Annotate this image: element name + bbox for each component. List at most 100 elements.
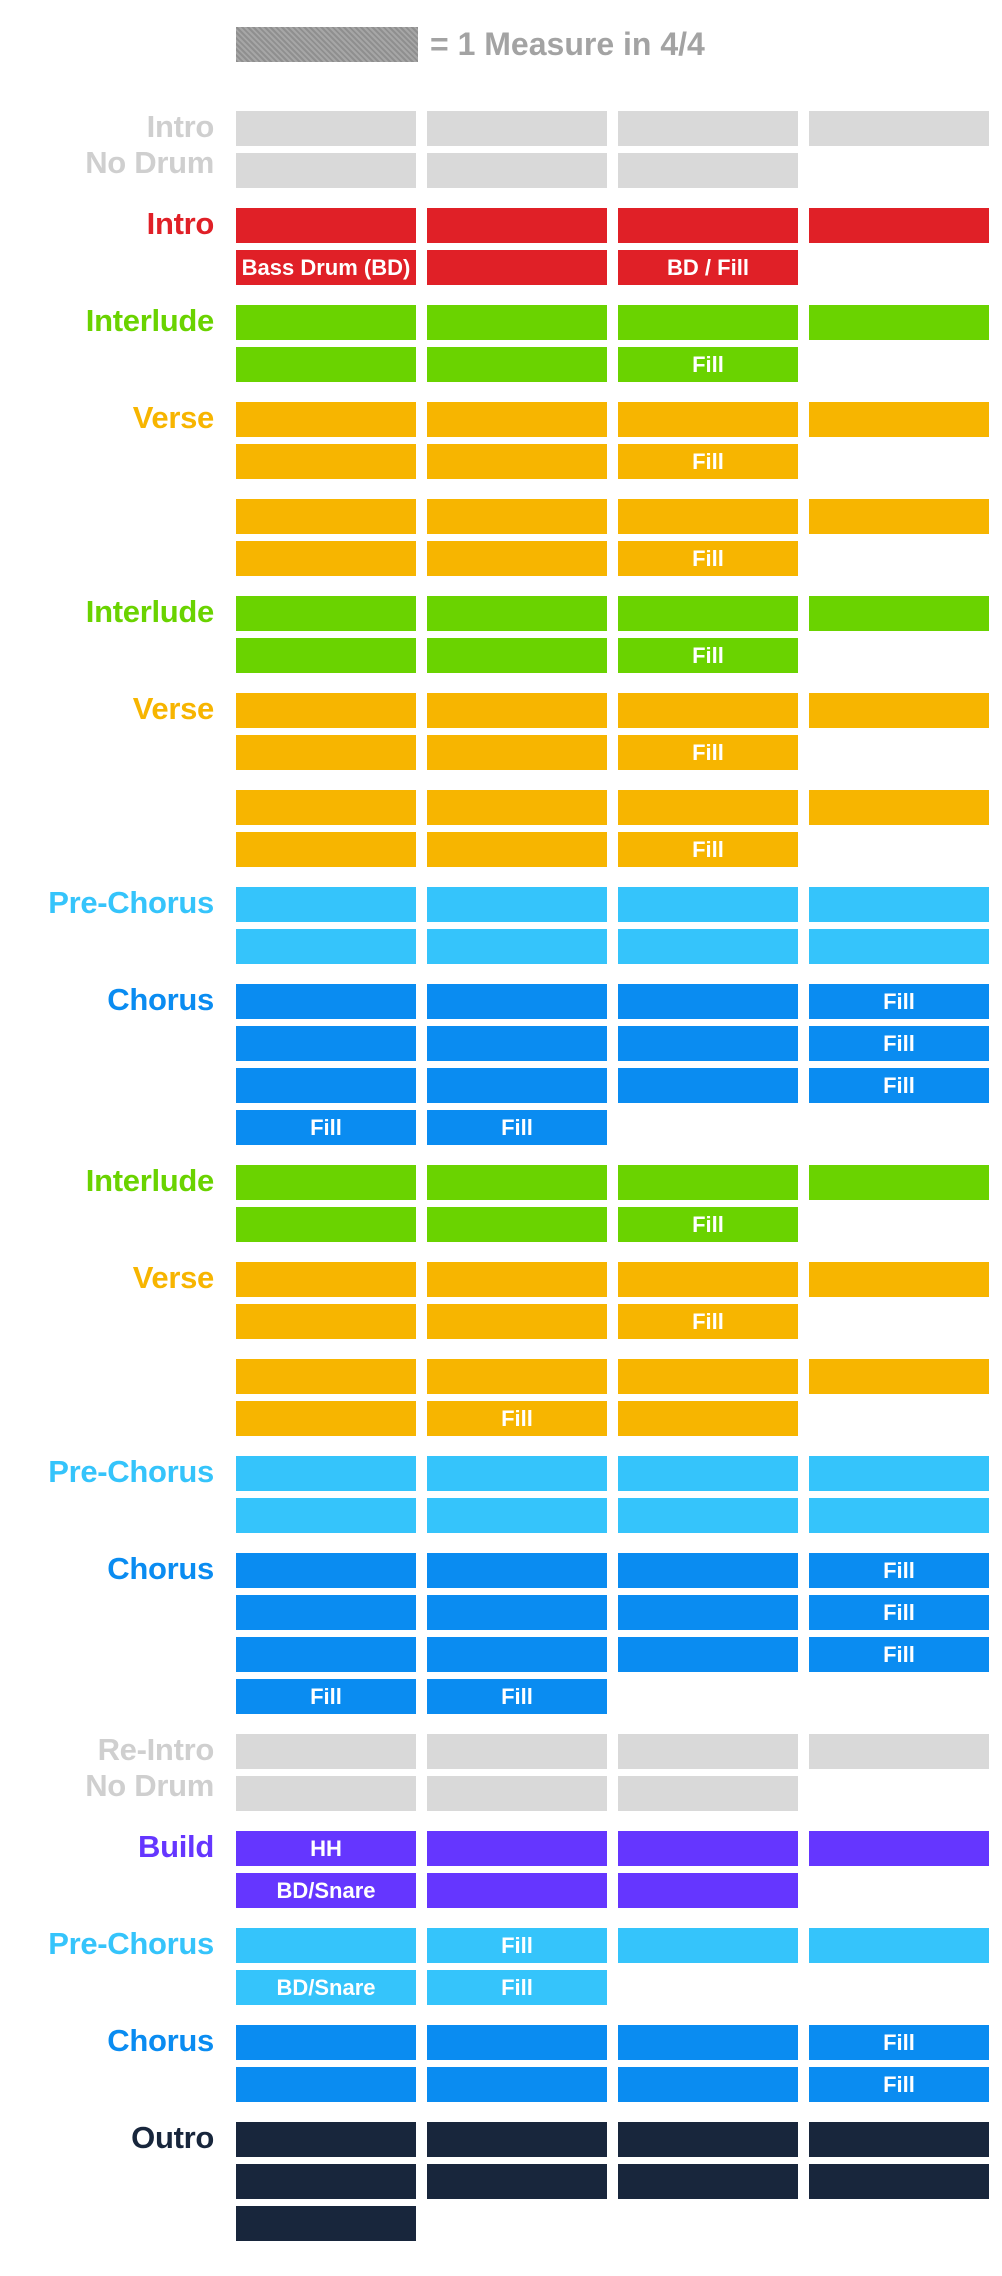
measure-bar <box>236 596 416 631</box>
measure-bar <box>618 1776 798 1811</box>
measure-bar-bass-drum-bd: Bass Drum (BD) <box>236 250 416 285</box>
measure-bar <box>236 402 416 437</box>
measure-bar <box>809 1498 989 1533</box>
measure-bar <box>618 2164 798 2199</box>
measure-bar <box>427 2067 607 2102</box>
measure-bar <box>236 693 416 728</box>
measure-bar <box>618 1734 798 1769</box>
measure-bar <box>618 1165 798 1200</box>
measure-bar <box>618 305 798 340</box>
measure-bar <box>236 1553 416 1588</box>
measure-bar <box>236 1595 416 1630</box>
section-label-interlude: Interlude <box>85 594 215 629</box>
measure-bar-fill: Fill <box>236 1679 416 1714</box>
measure-bar-fill: Fill <box>618 444 798 479</box>
section-label-build: Build <box>138 1829 214 1864</box>
measure-bar <box>618 111 798 146</box>
measure-bar <box>427 1595 607 1630</box>
measure-bar <box>236 2025 416 2060</box>
measure-bar <box>618 1595 798 1630</box>
measure-bar <box>809 499 989 534</box>
measure-bar <box>427 790 607 825</box>
measure-bar <box>427 693 607 728</box>
measure-bar <box>427 1498 607 1533</box>
measure-bar <box>618 208 798 243</box>
section-label-chorus: Chorus <box>107 982 214 1017</box>
measure-bar <box>427 1304 607 1339</box>
measure-bar <box>618 693 798 728</box>
measure-bar <box>236 1498 416 1533</box>
measure-bar <box>236 111 416 146</box>
measure-bar <box>427 1026 607 1061</box>
measure-bar-fill: Fill <box>809 1637 989 1672</box>
measure-bar <box>236 208 416 243</box>
measure-bar <box>236 305 416 340</box>
measure-bar <box>809 2122 989 2157</box>
measure-bar <box>618 1637 798 1672</box>
measure-bar-fill: Fill <box>618 1304 798 1339</box>
measure-bar <box>809 596 989 631</box>
measure-bar <box>427 1262 607 1297</box>
measure-bar <box>809 2164 989 2199</box>
measure-bar <box>236 790 416 825</box>
measure-bar-fill: Fill <box>809 984 989 1019</box>
section-label-interlude: Interlude <box>85 1163 215 1198</box>
measure-bar <box>809 111 989 146</box>
measure-bar-fill: Fill <box>618 832 798 867</box>
section-label-verse: Verse <box>132 1260 215 1295</box>
measure-bar <box>618 596 798 631</box>
measure-bar <box>427 347 607 382</box>
measure-bar-fill: Fill <box>427 1970 607 2005</box>
measure-bar <box>809 1359 989 1394</box>
measure-bar <box>236 832 416 867</box>
measure-bar-fill: Fill <box>427 1679 607 1714</box>
measure-bar <box>236 1304 416 1339</box>
measure-bar-fill: Fill <box>809 1595 989 1630</box>
section-label-no-drum: No Drum <box>85 1768 214 1803</box>
measure-bar <box>618 1831 798 1866</box>
measure-bar <box>427 111 607 146</box>
measure-bar <box>809 1165 989 1200</box>
measure-bar <box>236 499 416 534</box>
section-label-intro: Intro <box>146 109 215 144</box>
measure-bar <box>809 208 989 243</box>
measure-bar <box>618 790 798 825</box>
measure-bar <box>618 1928 798 1963</box>
measure-bar <box>618 2122 798 2157</box>
measure-bar <box>809 305 989 340</box>
measure-bar <box>236 1165 416 1200</box>
measure-bar <box>236 2122 416 2157</box>
measure-bar <box>236 1776 416 1811</box>
measure-bar <box>618 929 798 964</box>
measure-bar <box>618 2067 798 2102</box>
measure-bar <box>427 1359 607 1394</box>
section-label-no-drum: No Drum <box>85 145 214 180</box>
measure-bar <box>618 1873 798 1908</box>
measure-bar <box>236 153 416 188</box>
measure-bar <box>809 1831 989 1866</box>
section-label-interlude: Interlude <box>85 303 215 338</box>
measure-bar <box>809 1262 989 1297</box>
section-label-verse: Verse <box>132 400 215 435</box>
measure-bar <box>427 638 607 673</box>
measure-bar <box>236 1928 416 1963</box>
measure-bar <box>809 929 989 964</box>
measure-bar <box>618 499 798 534</box>
measure-bar <box>427 1776 607 1811</box>
measure-bar <box>427 499 607 534</box>
measure-bar <box>236 638 416 673</box>
measure-bar <box>427 832 607 867</box>
measure-bar <box>809 693 989 728</box>
measure-bar-fill: Fill <box>809 1553 989 1588</box>
measure-bar <box>427 2025 607 2060</box>
measure-bar <box>427 402 607 437</box>
measure-bar <box>427 153 607 188</box>
measure-bar-bd-snare: BD/Snare <box>236 1970 416 2005</box>
legend-text: = 1 Measure in 4/4 <box>430 26 705 62</box>
measure-bar <box>427 1553 607 1588</box>
measure-bar-bd-fill: BD / Fill <box>618 250 798 285</box>
measure-bar <box>618 1026 798 1061</box>
section-label-pre-chorus: Pre-Chorus <box>48 1454 214 1489</box>
measure-bar-hh: HH <box>236 1831 416 1866</box>
measure-bar-bd-snare: BD/Snare <box>236 1873 416 1908</box>
